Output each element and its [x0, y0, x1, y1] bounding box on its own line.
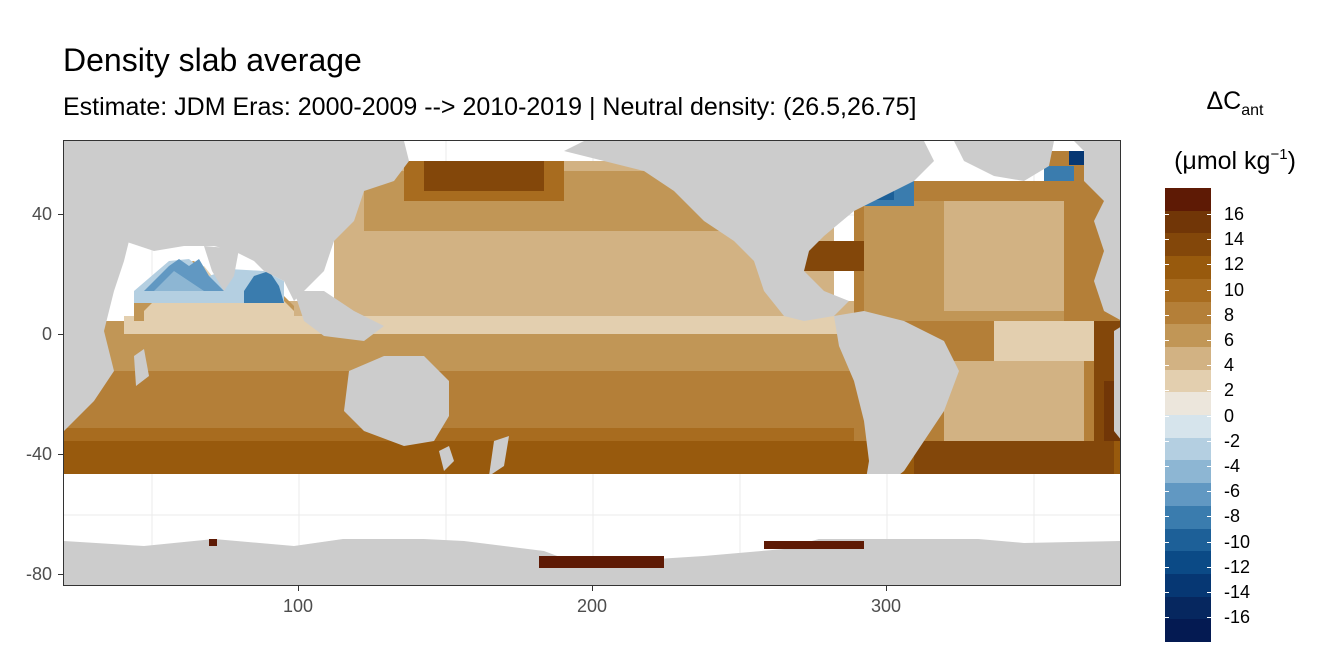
y-tick-label-0: 0 — [41, 324, 52, 344]
legend-swatch — [1165, 233, 1211, 257]
x-tick-label-200: 200 — [576, 596, 608, 616]
legend-swatch — [1165, 210, 1211, 234]
legend-swatch — [1165, 346, 1211, 371]
legend-unit-prefix: (μmol kg — [1174, 147, 1271, 175]
legend-swatch — [1165, 596, 1211, 620]
legend-swatch — [1165, 528, 1211, 552]
chart-subtitle: Estimate: JDM Eras: 2000-2009 --> 2010-2… — [63, 93, 917, 121]
legend-swatch — [1165, 324, 1211, 348]
legend-swatch — [1165, 551, 1211, 575]
legend-label: -6 — [1224, 481, 1241, 502]
legend-unit-sup: −1 — [1270, 146, 1288, 163]
legend-tick — [1207, 617, 1211, 619]
legend-title-sub: ant — [1241, 102, 1264, 119]
x-tick-label-300: 300 — [870, 596, 902, 616]
legend-swatch — [1165, 188, 1211, 212]
y-tick-mark-0 — [58, 334, 63, 335]
legend-swatch — [1165, 573, 1211, 598]
legend-label: -4 — [1224, 456, 1241, 476]
legend-tick — [1165, 541, 1169, 543]
legend-swatch — [1165, 392, 1211, 416]
legend-tick — [1165, 264, 1169, 266]
legend-label: 12 — [1224, 254, 1245, 275]
legend-tick — [1207, 516, 1211, 518]
legend-tick — [1207, 466, 1211, 467]
x-tick-label-100: 100 — [282, 596, 314, 616]
legend-tick — [1207, 289, 1211, 291]
legend-swatch — [1165, 369, 1211, 393]
legend-label: 6 — [1224, 330, 1235, 350]
legend-swatch — [1165, 505, 1211, 529]
legend-title: ΔCant — [1160, 84, 1310, 128]
legend-tick — [1165, 314, 1169, 316]
legend-label: 4 — [1224, 355, 1235, 376]
y-tick-mark-minus80 — [58, 574, 63, 575]
legend-label: -16 — [1224, 607, 1251, 628]
legend-tick — [1207, 365, 1211, 367]
y-tick-mark-40 — [58, 214, 63, 215]
legend-swatch — [1165, 256, 1211, 280]
legend-tick — [1207, 566, 1211, 568]
legend-tick — [1207, 340, 1211, 341]
legend-swatch — [1165, 483, 1211, 507]
legend-label: 2 — [1224, 380, 1235, 401]
legend-tick — [1165, 214, 1169, 215]
legend-swatch — [1165, 301, 1211, 325]
legend-label: 8 — [1224, 304, 1235, 325]
y-tick-mark-minus40 — [58, 454, 63, 455]
x-tick-mark-100 — [298, 586, 299, 591]
legend-tick — [1165, 415, 1169, 417]
legend-tick — [1165, 440, 1169, 442]
legend-label: -10 — [1224, 531, 1251, 552]
y-tick-label-minus80: -80 — [25, 564, 52, 584]
legend-tick — [1207, 541, 1211, 543]
legend-label: -12 — [1224, 556, 1251, 577]
legend-tick — [1165, 365, 1169, 367]
x-tick-mark-300 — [886, 586, 887, 591]
legend-tick — [1165, 566, 1169, 568]
legend-tick — [1165, 289, 1169, 291]
y-tick-label-minus40: -40 — [25, 444, 52, 464]
y-tick-label-40: 40 — [31, 204, 52, 224]
legend-tick — [1165, 617, 1169, 619]
legend-tick — [1207, 314, 1211, 316]
legend-tick — [1165, 491, 1169, 493]
legend-swatch — [1165, 619, 1211, 643]
legend-label: 0 — [1224, 405, 1235, 426]
map-svg — [64, 141, 1120, 585]
legend-tick — [1207, 239, 1211, 241]
legend-label: -8 — [1224, 506, 1241, 527]
legend-tick — [1165, 340, 1169, 341]
legend-tick — [1165, 239, 1169, 241]
legend-tick — [1207, 390, 1211, 392]
antarctic-strip — [209, 538, 864, 568]
legend-swatch — [1165, 415, 1211, 439]
legend-tick — [1165, 516, 1169, 518]
legend-swatch — [1165, 460, 1211, 484]
legend-tick — [1165, 592, 1169, 593]
legend-tick — [1207, 415, 1211, 417]
legend-label: 16 — [1224, 204, 1245, 224]
map-panel — [63, 140, 1121, 586]
x-tick-mark-200 — [592, 586, 593, 591]
legend-tick — [1207, 491, 1211, 493]
legend-label: -2 — [1224, 430, 1241, 451]
legend-label: -14 — [1224, 582, 1251, 602]
legend-unit: (μmol kg−1) — [1160, 138, 1310, 178]
legend-tick — [1165, 390, 1169, 392]
legend-colorbar — [1165, 188, 1211, 643]
legend-unit-suffix: ) — [1287, 147, 1296, 175]
legend-title-main: ΔC — [1206, 87, 1242, 115]
legend-swatch — [1165, 278, 1211, 302]
chart-title: Density slab average — [63, 42, 362, 78]
nodata-band — [64, 474, 1120, 539]
legend-tick — [1207, 592, 1211, 593]
legend-label: 10 — [1224, 279, 1245, 300]
legend-tick — [1207, 214, 1211, 215]
legend-swatch — [1165, 437, 1211, 461]
legend-tick — [1207, 264, 1211, 266]
legend-tick — [1165, 466, 1169, 467]
legend-tick — [1207, 440, 1211, 442]
legend-label: 14 — [1224, 229, 1245, 250]
